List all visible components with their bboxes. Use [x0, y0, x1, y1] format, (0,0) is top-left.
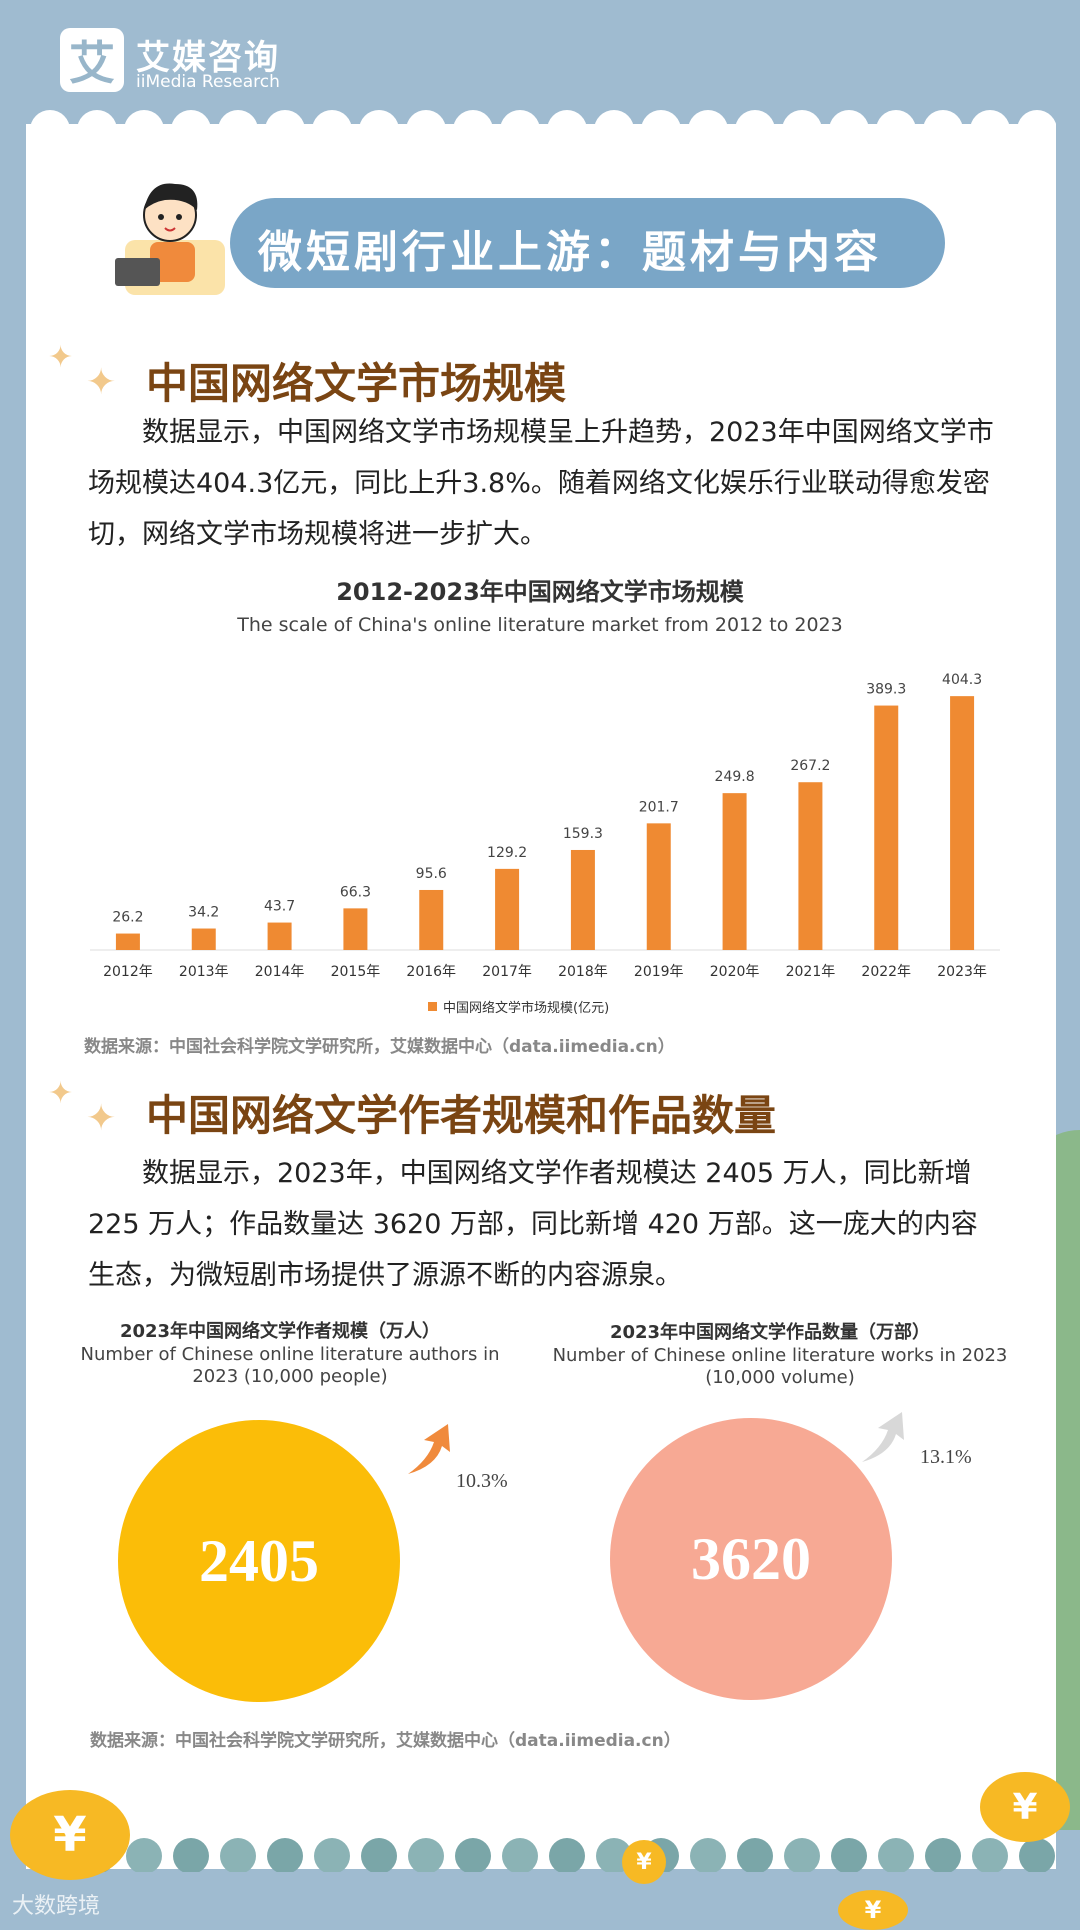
section-title-market-size: 中国网络文学市场规模 [146, 359, 567, 408]
data-label: 159.3 [563, 826, 603, 842]
data-label: 389.3 [866, 682, 906, 698]
bar-2012年 [115, 933, 140, 950]
chart-legend: 中国网络文学市场规模(亿元) [428, 997, 609, 1016]
x-tick-label: 2016年 [406, 964, 456, 980]
data-label: 249.8 [715, 769, 755, 785]
coin-icon: ¥ [622, 1840, 666, 1884]
bar-2018年 [570, 849, 595, 950]
bar-2017年 [495, 868, 520, 950]
works-growth: 13.1% [920, 1446, 972, 1468]
source-note: 数据来源：中国社会科学院文学研究所，艾媒数据中心（data.iimedia.cn… [90, 1731, 681, 1751]
bar-2016年 [419, 889, 444, 950]
bar-2022年 [874, 705, 899, 950]
watermark: 大数跨境 [12, 1894, 101, 1919]
data-label: 129.2 [487, 845, 527, 861]
x-tick-label: 2021年 [786, 964, 836, 980]
legend-label: 中国网络文学市场规模(亿元) [443, 1001, 610, 1016]
coin-icon: ¥ [838, 1890, 908, 1930]
x-tick-label: 2019年 [634, 964, 684, 980]
coin-icon: ¥ [980, 1772, 1070, 1842]
authors-title-cn: 2023年中国网络文学作者规模（万人） [119, 1321, 441, 1342]
brand-name-cn: 艾媒咨询 [136, 38, 280, 78]
sparkle-icon: ✦ [48, 340, 74, 375]
x-tick-label: 2013年 [179, 964, 229, 980]
scallop-top [30, 110, 1056, 142]
mascot-illustration [115, 183, 225, 295]
x-tick-label: 2023年 [937, 964, 987, 980]
section-paragraph-market-size: 数据显示，中国网络文学市场规模呈上升趋势，2023年中国网络文学市场规模达404… [88, 417, 994, 550]
data-label: 34.2 [188, 905, 219, 921]
x-tick-label: 2020年 [710, 964, 760, 980]
data-label: 43.7 [264, 899, 295, 915]
legend-swatch [428, 1002, 437, 1011]
bar-2021年 [798, 782, 823, 950]
brand-name-en: iiMedia Research [136, 72, 280, 92]
authors-value-circle: 2405 [118, 1420, 400, 1702]
section-paragraph-authors-works: 数据显示，2023年，中国网络文学作者规模达 2405 万人，同比新增 225 … [88, 1158, 978, 1291]
data-label: 95.6 [416, 866, 447, 882]
sparkle-icon: ✦ [86, 1098, 117, 1139]
growth-arrow-icon [408, 1424, 450, 1474]
section-title-authors-works: 中国网络文学作者规模和作品数量 [146, 1091, 777, 1140]
x-tick-label: 2022年 [861, 964, 911, 980]
chart-subtitle: The scale of China's online literature m… [237, 614, 843, 636]
authors-title-en: Number of Chinese online literature auth… [80, 1344, 500, 1387]
brand-logo: 艾 [60, 28, 124, 92]
bar-2015年 [343, 908, 368, 950]
data-label: 404.3 [942, 672, 982, 688]
x-tick-label: 2012年 [103, 964, 153, 980]
sparkle-icon: ✦ [86, 362, 117, 403]
title-banner [230, 198, 945, 288]
coin-icon: ¥ [10, 1790, 130, 1880]
data-label: 26.2 [112, 910, 143, 926]
bar-2019年 [646, 823, 671, 950]
scallop-bottom [32, 1838, 1055, 1872]
bar-2014年 [267, 922, 292, 950]
works-title-en: Number of Chinese online literature work… [552, 1345, 1008, 1388]
x-tick-label: 2018年 [558, 964, 608, 980]
bar-2013年 [191, 928, 216, 950]
source-note: 数据来源：中国社会科学院文学研究所，艾媒数据中心（data.iimedia.cn… [84, 1037, 675, 1057]
works-value-circle: 3620 [610, 1418, 892, 1700]
bar-2023年 [950, 696, 975, 950]
x-tick-label: 2015年 [331, 964, 381, 980]
x-tick-label: 2017年 [482, 964, 532, 980]
banner-title: 微短剧行业上游：题材与内容 [258, 227, 882, 278]
chart-title: 2012-2023年中国网络文学市场规模 [336, 578, 744, 606]
bar-2020年 [722, 793, 747, 950]
works-value: 3620 [691, 1525, 811, 1592]
works-title-cn: 2023年中国网络文学作品数量（万部） [609, 1322, 931, 1343]
data-label: 267.2 [790, 758, 830, 774]
x-tick-label: 2014年 [255, 964, 305, 980]
authors-value: 2405 [199, 1527, 319, 1594]
data-label: 66.3 [340, 884, 371, 900]
market-size-bar-chart: 26.2 2012年 34.2 2013年 43.7 2014年 66.3 2015年 95.6… [90, 672, 1000, 980]
data-label: 201.7 [639, 799, 679, 815]
sparkle-icon: ✦ [48, 1076, 74, 1111]
authors-growth: 10.3% [456, 1470, 508, 1492]
growth-arrow-icon [862, 1412, 904, 1462]
